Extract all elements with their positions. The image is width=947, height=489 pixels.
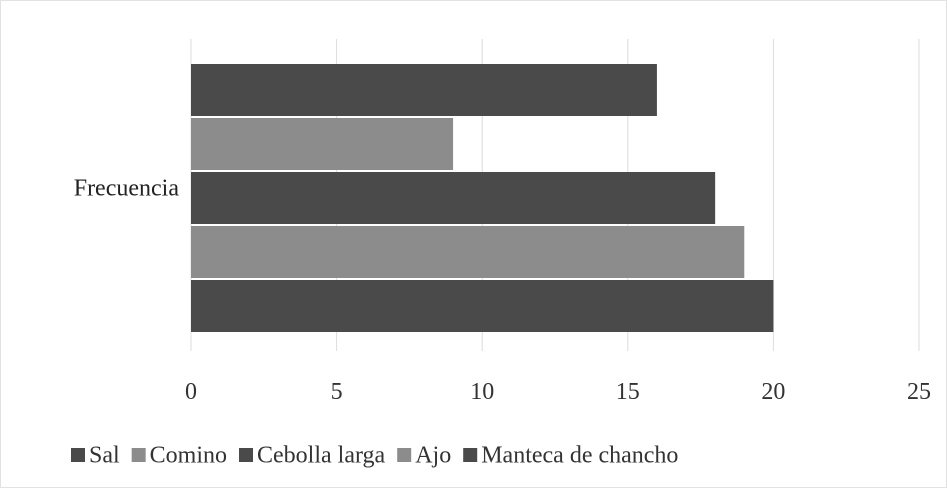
x-tick-label-5: 5 xyxy=(331,379,343,405)
legend-label: Comino xyxy=(150,443,227,469)
legend-item-sal: Sal xyxy=(71,443,120,469)
x-tick-label-20: 20 xyxy=(761,379,785,405)
legend: Sal Comino Cebolla larga Ajo Manteca de chan… xyxy=(71,443,678,469)
x-tick-label-25: 25 xyxy=(907,379,931,405)
legend-item-ajo: Ajo xyxy=(397,443,451,469)
legend-label: Cebolla larga xyxy=(257,443,386,469)
legend-swatch xyxy=(397,448,412,462)
legend-label: Sal xyxy=(89,443,120,469)
bar-ajo xyxy=(191,226,745,278)
legend-item-manteca-de-chancho: Manteca de chancho xyxy=(463,443,678,469)
legend-item-comino: Comino xyxy=(131,443,227,469)
legend-swatch xyxy=(239,448,254,462)
legend-swatch xyxy=(463,448,478,462)
bar-sal xyxy=(191,64,657,116)
x-tick-label-0: 0 xyxy=(185,379,197,405)
legend-swatch xyxy=(131,448,146,462)
bar-comino xyxy=(191,118,454,170)
legend-item-cebolla-larga: Cebolla larga xyxy=(239,443,386,469)
legend-swatch xyxy=(71,448,85,462)
x-axis-ticks: 0 5 10 15 20 25 xyxy=(185,379,931,405)
bar-manteca-de-chancho xyxy=(191,280,774,332)
x-tick-label-10: 10 xyxy=(470,379,494,405)
x-tick-label-15: 15 xyxy=(616,379,640,405)
legend-label: Ajo xyxy=(415,443,451,469)
category-label: Frecuencia xyxy=(74,176,180,202)
bar-cebolla-larga xyxy=(191,172,716,224)
legend-label: Manteca de chancho xyxy=(481,443,678,469)
bars xyxy=(191,64,774,332)
